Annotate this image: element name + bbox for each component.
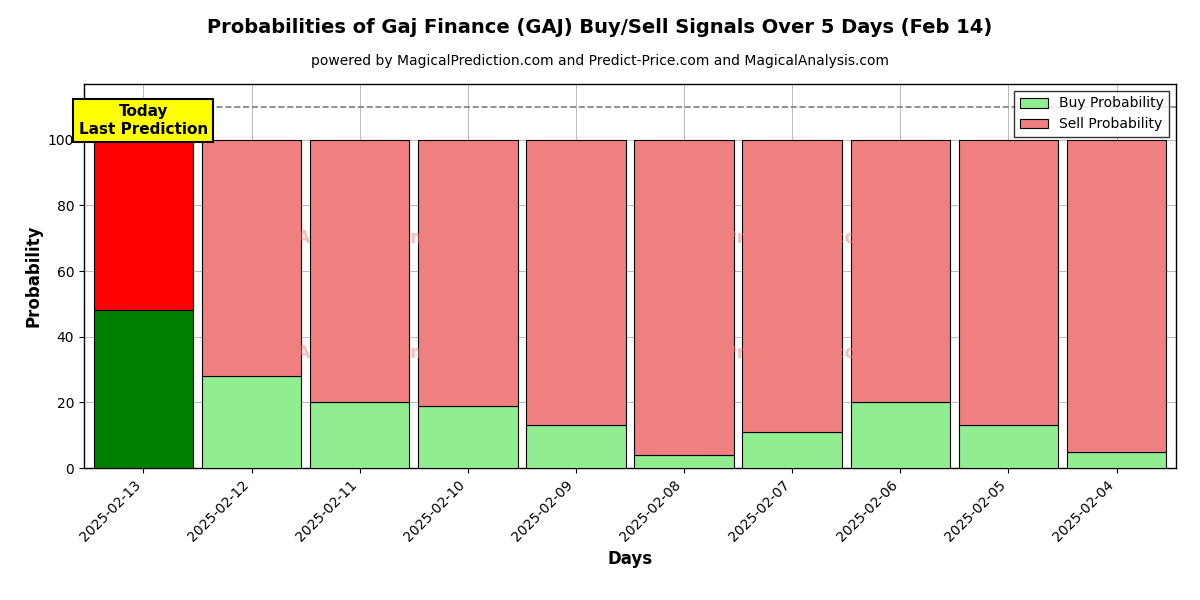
Bar xyxy=(851,140,950,403)
Bar xyxy=(418,406,517,468)
Bar xyxy=(527,425,625,468)
Text: MagicalAnalysis.com: MagicalAnalysis.com xyxy=(220,344,430,362)
Legend: Buy Probability, Sell Probability: Buy Probability, Sell Probability xyxy=(1014,91,1169,137)
Bar xyxy=(635,455,733,468)
Bar xyxy=(743,432,842,468)
Bar xyxy=(1067,452,1166,468)
Text: MagicalAnalysis.com: MagicalAnalysis.com xyxy=(220,229,430,247)
X-axis label: Days: Days xyxy=(607,550,653,568)
Bar xyxy=(418,140,517,406)
Text: Probabilities of Gaj Finance (GAJ) Buy/Sell Signals Over 5 Days (Feb 14): Probabilities of Gaj Finance (GAJ) Buy/S… xyxy=(208,18,992,37)
Bar xyxy=(202,140,301,376)
Bar xyxy=(635,140,733,455)
Bar xyxy=(743,140,842,432)
Bar xyxy=(94,310,193,468)
Bar xyxy=(310,403,409,468)
Bar xyxy=(202,376,301,468)
Bar xyxy=(1067,140,1166,452)
Text: MagicalPrediction.com: MagicalPrediction.com xyxy=(647,229,876,247)
Text: Today
Last Prediction: Today Last Prediction xyxy=(79,104,208,137)
Bar xyxy=(959,140,1058,425)
Bar xyxy=(851,403,950,468)
Text: MagicalPrediction.com: MagicalPrediction.com xyxy=(647,344,876,362)
Text: powered by MagicalPrediction.com and Predict-Price.com and MagicalAnalysis.com: powered by MagicalPrediction.com and Pre… xyxy=(311,54,889,68)
Bar xyxy=(94,140,193,310)
Y-axis label: Probability: Probability xyxy=(24,225,42,327)
Bar xyxy=(959,425,1058,468)
Bar xyxy=(310,140,409,403)
Bar xyxy=(527,140,625,425)
